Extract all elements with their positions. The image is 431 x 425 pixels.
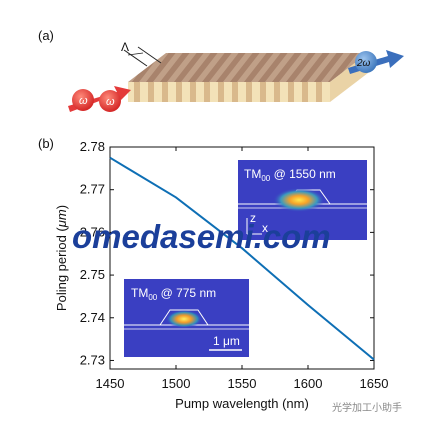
inset-1550-title-sub: 00 bbox=[261, 174, 270, 183]
scalebar-label: 1 μm bbox=[213, 334, 240, 348]
crystal-top-face bbox=[128, 53, 368, 82]
y-tick-label: 2.75 bbox=[80, 267, 105, 282]
z-axis-label: z bbox=[250, 211, 256, 225]
period-marker-left bbox=[123, 49, 148, 67]
poling-period-chart: 1450 1500 1550 1600 1650 2.78 2.77 2.76 2.75 2.74… bbox=[54, 139, 388, 411]
credit-text: 光学加工小助手 bbox=[332, 401, 402, 414]
sh-photon bbox=[355, 51, 377, 73]
x-tick-label: 1650 bbox=[360, 376, 389, 391]
axis-ticks bbox=[109, 146, 375, 369]
inset-775-mode bbox=[166, 310, 202, 328]
watermark: omedasemi.com bbox=[72, 218, 331, 255]
sh-output: 2ω bbox=[348, 50, 404, 74]
y-axis-label-prefix: Poling period ( bbox=[54, 227, 69, 311]
pump-input: ω ω bbox=[68, 86, 131, 112]
inset-775-title-tm: TM bbox=[131, 286, 148, 300]
y-axis-label: Poling period (μm) bbox=[54, 205, 69, 311]
pump-label-2: ω bbox=[106, 96, 115, 108]
x-tick-label: 1450 bbox=[96, 376, 125, 391]
inset-1550-mode bbox=[273, 188, 325, 212]
panel-b-label: (b) bbox=[38, 136, 54, 151]
y-axis-label-unit: μm bbox=[54, 209, 69, 228]
y-tick-label: 2.73 bbox=[80, 352, 105, 367]
inset-775-title: TM00 @ 775 nm bbox=[131, 286, 216, 302]
y-axis-label-suffix: ) bbox=[54, 205, 69, 209]
pump-label-1: ω bbox=[79, 95, 88, 107]
y-tick-label: 2.77 bbox=[80, 182, 105, 197]
period-symbol: Λ bbox=[121, 40, 129, 54]
series-line bbox=[109, 156, 375, 361]
inset-1550-title-tm: TM bbox=[244, 167, 261, 181]
y-tick-label: 2.74 bbox=[80, 310, 105, 325]
x-axis-label: Pump wavelength (nm) bbox=[175, 396, 309, 411]
tick-labels: 1450 1500 1550 1600 1650 2.78 2.77 2.76 2.75 2.74… bbox=[80, 139, 389, 391]
pump-photon-1 bbox=[72, 89, 94, 111]
panel-a-label: (a) bbox=[38, 28, 54, 43]
y-tick-label: 2.78 bbox=[80, 139, 105, 154]
inset-775-title-wl: @ 775 nm bbox=[157, 286, 216, 300]
x-tick-label: 1600 bbox=[294, 376, 323, 391]
period-marker-right bbox=[137, 46, 162, 64]
inset-1550-title: TM00 @ 1550 nm bbox=[244, 167, 336, 183]
inset-775-title-sub: 00 bbox=[148, 293, 157, 302]
x-axis-mini-label: x bbox=[262, 221, 268, 235]
x-tick-label: 1500 bbox=[162, 376, 191, 391]
crystal-front-face bbox=[128, 82, 330, 102]
ppln-schematic: Λ bbox=[121, 40, 368, 102]
y-tick-label: 2.76 bbox=[80, 224, 105, 239]
inset-1550-title-wl: @ 1550 nm bbox=[270, 167, 336, 181]
period-span bbox=[127, 52, 144, 56]
x-tick-label: 1550 bbox=[228, 376, 257, 391]
inset-mode-775: TM00 @ 775 nm 1 μm bbox=[124, 279, 249, 357]
sh-label: 2ω bbox=[356, 58, 371, 69]
inset-mode-1550: TM00 @ 1550 nm z x bbox=[238, 160, 367, 240]
pump-photon-2 bbox=[99, 90, 121, 112]
